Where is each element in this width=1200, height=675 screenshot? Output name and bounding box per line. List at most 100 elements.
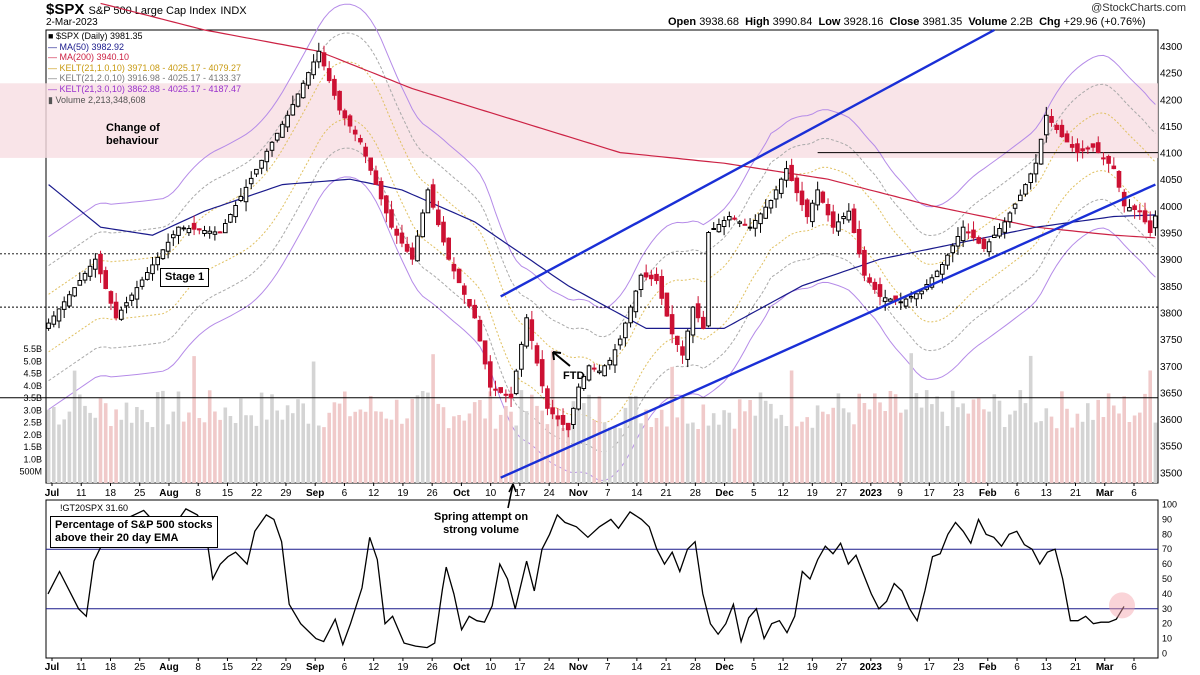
price-candle <box>425 189 431 214</box>
price-x-tick: 14 <box>631 488 643 499</box>
volume-bar <box>789 370 794 483</box>
price-candle <box>98 253 103 275</box>
volume-bar <box>722 410 726 483</box>
price-x-tick: 19 <box>397 488 409 499</box>
legend-entry: ■ $SPX (Daily) 3981.35 <box>48 31 143 41</box>
volume-bar <box>815 405 820 483</box>
legend-label: KELT(21,1.0,10) 3971.08 - 4025.17 - 4079… <box>59 62 241 73</box>
price-candle <box>394 228 399 236</box>
volume-bar <box>150 427 155 483</box>
price-candle <box>758 213 763 225</box>
volume-bar <box>976 398 981 483</box>
volume-bar <box>706 425 711 483</box>
price-candle <box>243 186 249 203</box>
price-candle <box>628 306 633 324</box>
volume-bar <box>213 411 217 483</box>
volume-bar <box>306 423 311 483</box>
price-candle <box>1132 205 1137 210</box>
price-candle <box>1033 162 1039 175</box>
price-candle <box>623 322 628 339</box>
price-candle <box>1116 171 1122 188</box>
volume-bar <box>88 412 92 483</box>
breadth-x-tick: 8 <box>195 662 201 673</box>
price-candle <box>134 287 140 300</box>
volume-bar <box>1070 427 1074 483</box>
breadth-highlight-circle <box>1109 592 1135 619</box>
price-candle <box>862 249 867 276</box>
price-candle <box>389 209 394 228</box>
volume-bar <box>800 421 804 483</box>
legend-label: MA(200) 3940.10 <box>59 52 130 63</box>
price-candle <box>1137 210 1143 213</box>
price-x-tick: 7 <box>605 488 611 499</box>
price-candle <box>934 270 940 278</box>
price-candle <box>430 184 436 208</box>
price-x-tick: Aug <box>159 488 178 499</box>
volume-bar <box>940 411 945 483</box>
price-candle <box>633 290 639 313</box>
volume-bar <box>571 401 576 483</box>
breadth-x-tick: 2023 <box>860 662 883 673</box>
volume-bar <box>763 400 768 483</box>
price-panel-frame <box>45 29 1159 484</box>
legend-label: Volume 2,213,348,608 <box>55 94 146 105</box>
legend-entry: — KELT(21,1.0,10) 3971.08 - 4025.17 - 40… <box>48 62 241 73</box>
price-x-tick: 27 <box>836 488 848 499</box>
price-candle <box>410 247 415 260</box>
price-candle <box>732 217 737 220</box>
price-candle <box>825 204 831 216</box>
volume-bar <box>899 412 903 483</box>
volume-bar <box>337 403 342 483</box>
breadth-axis-tick: 90 <box>1162 514 1172 524</box>
price-candle <box>727 216 732 221</box>
price-candle <box>565 422 571 431</box>
price-candle <box>72 287 77 297</box>
volume-bar <box>665 426 669 483</box>
volume-bar <box>1002 427 1007 483</box>
breadth-x-tick: Jul <box>45 662 60 673</box>
annotation-change-of-behaviour: Change of behaviour <box>106 122 160 147</box>
price-axis-tick: 3900 <box>1160 255 1183 266</box>
price-candle <box>742 223 748 226</box>
breadth-x-tick: 18 <box>105 662 117 673</box>
volume-bar <box>805 417 809 483</box>
price-candle <box>545 388 550 409</box>
volume-axis-tick: 2.5B <box>23 418 42 428</box>
price-candle <box>737 221 743 224</box>
volume-bar <box>400 423 404 483</box>
price-candle <box>836 221 841 232</box>
price-candle <box>311 61 316 76</box>
volume-bar <box>680 398 685 483</box>
price-candle <box>908 296 914 299</box>
volume-bar <box>296 399 300 483</box>
breadth-x-tick: 17 <box>514 662 526 673</box>
volume-bar <box>119 419 124 483</box>
price-candle <box>945 254 950 266</box>
price-candle <box>659 276 665 299</box>
annotation-breadth-box: Percentage of S&P 500 stocks above their… <box>50 516 218 548</box>
legend: ■ $SPX (Daily) 3981.35 — MA(50) 3982.92 … <box>48 31 241 105</box>
volume-bar <box>509 411 513 483</box>
price-candle <box>290 104 296 116</box>
volume-bar <box>457 415 461 483</box>
price-candle <box>347 115 353 127</box>
breadth-x-tick: 6 <box>342 662 348 673</box>
volume-bar <box>67 411 72 483</box>
price-x-tick: 12 <box>368 488 380 499</box>
price-candle <box>124 302 129 307</box>
volume-axis-tick: 3.5B <box>23 393 42 403</box>
price-candle <box>498 387 503 393</box>
price-candle <box>539 359 545 387</box>
price-candle <box>602 365 607 377</box>
price-candle <box>654 273 659 281</box>
volume-bar <box>291 413 295 483</box>
price-candle <box>436 209 441 226</box>
annotation-ftd: FTD <box>563 370 585 382</box>
volume-bar <box>233 423 238 483</box>
breadth-title: !GT20SPX 31.60 <box>60 503 129 513</box>
price-candle <box>971 229 976 239</box>
breadth-x-tick: 17 <box>924 662 936 673</box>
price-candle <box>867 277 872 283</box>
volume-bar <box>582 403 586 483</box>
